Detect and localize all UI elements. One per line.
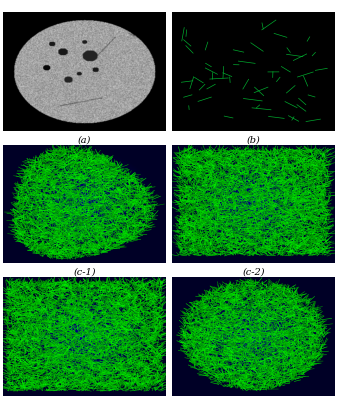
Text: (b): (b) xyxy=(246,135,260,144)
Text: (c-1): (c-1) xyxy=(73,268,96,277)
Text: (c-2): (c-2) xyxy=(242,268,265,277)
Text: (a): (a) xyxy=(78,135,91,144)
